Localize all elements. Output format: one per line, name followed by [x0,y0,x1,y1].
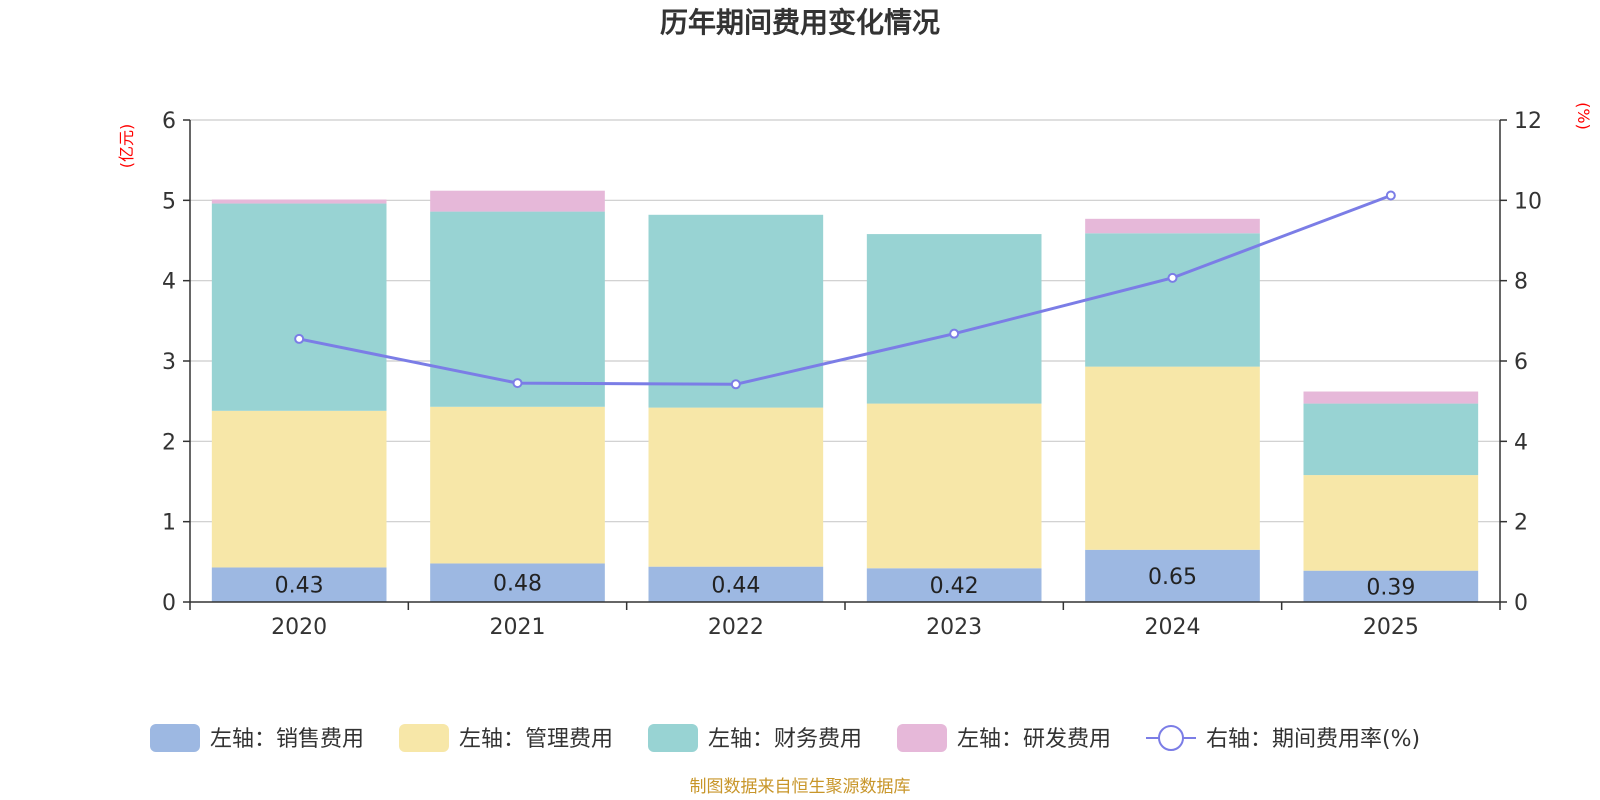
bars-layer: 0.43 0.48 0.44 0.42 0.65 0.39 [211,190,1479,602]
bar-segment [648,407,824,567]
x-axis-label: 2020 [271,615,327,640]
bar-segment [1085,218,1260,234]
rate-point [512,378,523,389]
x-axis-label: 2022 [708,615,764,640]
rate-point [1385,190,1396,201]
right-axis-tick-label: 0 [1514,591,1528,616]
rate-point [294,333,305,344]
legend-label: 左轴：销售费用 [210,727,364,752]
line-layer [294,190,1396,390]
legend: 左轴：销售费用 左轴：管理费用 左轴：财务费用 左轴：研发费用 右轴：期间费用率(%) [150,724,1420,752]
bar-value-label: 0.48 [493,572,542,597]
left-axis-unit: (亿元) [117,124,136,169]
x-axis-label: 2023 [926,615,982,640]
bar-value-label: 0.65 [1148,565,1197,590]
bar-value-label: 0.43 [275,574,324,599]
right-axis-tick-label: 4 [1514,430,1528,455]
rate-line [298,194,1392,386]
source-note: 制图数据来自恒生聚源数据库 [690,777,911,797]
right-axis-tick-label: 8 [1514,270,1528,295]
right-axis-tick-label: 10 [1514,189,1542,214]
legend-swatch [399,724,449,752]
legend-label: 左轴：财务费用 [708,727,862,752]
bar-segment [648,214,824,408]
bar-segment [211,199,387,204]
rate-point [730,379,741,390]
bar-value-label: 0.39 [1366,575,1415,600]
legend-label: 左轴：研发费用 [957,727,1111,752]
legend-label: 左轴：管理费用 [459,727,613,752]
legend-swatch [150,724,200,752]
left-axis-tick-label: 0 [162,591,176,616]
left-axis-tick-label: 4 [162,270,176,295]
bar-segment [430,211,605,407]
bar-segment [430,563,605,602]
bar-segment [866,568,1042,602]
right-axis-tick-label: 12 [1514,109,1542,134]
right-axis-tick-label: 2 [1514,511,1528,536]
x-axis-label: 2025 [1363,615,1419,640]
bar-segment [1303,391,1479,404]
bar-segment [430,406,605,564]
rate-point [949,328,960,339]
x-axis-label: 2024 [1145,615,1201,640]
right-axis-unit: (%) [1574,102,1593,130]
left-axis-tick-label: 1 [162,511,176,536]
x-axis-label: 2021 [490,615,546,640]
bar-segment [430,190,605,212]
bar-segment [1085,366,1260,550]
bar-segment [1303,403,1479,476]
bar-value-label: 0.44 [711,573,760,598]
legend-swatch [897,724,947,752]
bar-segment [211,203,387,411]
right-axis-tick-label: 6 [1514,350,1528,375]
left-axis-tick-label: 3 [162,350,176,375]
chart-title: 历年期间费用变化情况 [660,6,940,39]
bar-segment [211,567,387,602]
bar-segment [1085,549,1260,602]
left-axis-tick-label: 6 [162,109,176,134]
bar-segment [648,566,824,602]
bar-segment [1303,475,1479,571]
legend-label: 右轴：期间费用率(%) [1206,727,1420,752]
left-axis-tick-label: 2 [162,430,176,455]
legend-marker [1158,725,1184,751]
bar-segment [211,410,387,568]
bar-value-label: 0.42 [930,574,979,599]
left-axis-tick-label: 5 [162,189,176,214]
bar-segment [866,403,1042,569]
rate-point [1167,272,1178,283]
bar-segment [1303,570,1479,602]
legend-swatch [648,724,698,752]
